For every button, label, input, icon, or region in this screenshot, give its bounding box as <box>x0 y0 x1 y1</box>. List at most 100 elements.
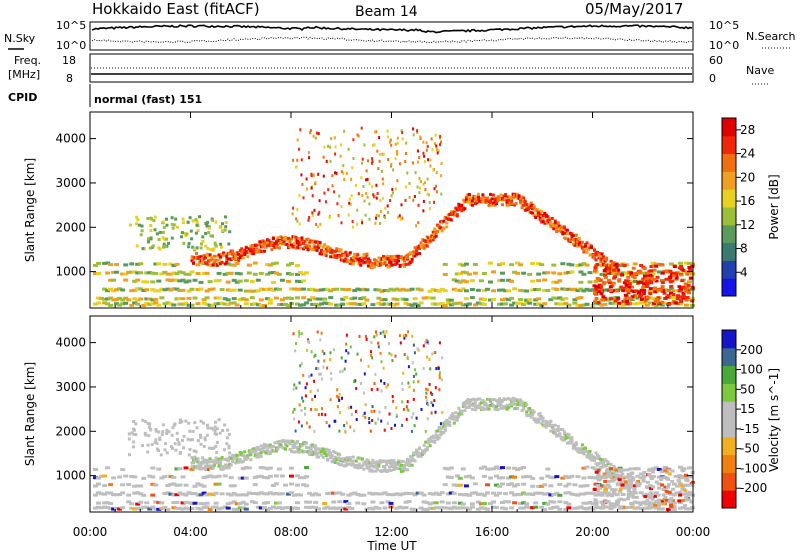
range-cell <box>628 491 633 495</box>
range-cell <box>279 474 285 478</box>
range-cell <box>551 271 557 275</box>
range-cell <box>457 272 463 276</box>
range-cell <box>126 270 132 274</box>
range-cell <box>346 493 352 497</box>
range-cell <box>129 303 135 307</box>
range-cell <box>493 407 497 411</box>
range-cell <box>428 207 431 211</box>
range-cell <box>325 505 331 509</box>
range-cell <box>530 493 536 496</box>
range-cell <box>537 209 541 213</box>
colorbar-tick-label: 4 <box>740 265 748 279</box>
range-cell <box>368 202 371 206</box>
range-cell <box>408 385 411 389</box>
range-cell <box>407 252 411 256</box>
range-cell <box>234 303 240 307</box>
range-cell <box>481 406 485 410</box>
range-cell <box>286 272 291 276</box>
range-cell <box>670 479 675 483</box>
range-cell <box>318 243 322 247</box>
range-cell <box>433 351 436 355</box>
range-cell <box>350 257 354 261</box>
range-cell <box>542 492 548 496</box>
range-cell <box>363 199 366 203</box>
range-cell <box>298 493 303 497</box>
range-cell <box>631 266 636 270</box>
range-cell <box>503 289 509 293</box>
range-cell <box>594 470 599 474</box>
range-cell <box>551 493 557 496</box>
range-cell <box>223 423 227 427</box>
range-cell <box>199 419 203 423</box>
range-cell <box>433 501 439 505</box>
range-cell <box>598 477 603 481</box>
range-cell <box>154 429 158 433</box>
range-cell <box>368 182 371 186</box>
range-cell <box>602 263 605 266</box>
range-cell <box>575 506 581 510</box>
range-cell <box>652 278 656 281</box>
range-cell <box>425 399 428 403</box>
range-cell <box>445 475 451 479</box>
range-cell <box>160 433 164 437</box>
range-cell <box>382 152 385 156</box>
range-cell <box>314 245 318 249</box>
range-cell <box>120 272 126 276</box>
range-cell <box>284 447 287 451</box>
range-cell <box>605 493 610 497</box>
range-cell <box>363 143 366 147</box>
range-cell <box>174 297 180 301</box>
range-cell <box>623 506 629 510</box>
range-cell <box>400 459 403 463</box>
range-cell <box>243 302 249 306</box>
range-cell <box>686 289 691 293</box>
range-cell <box>550 423 554 427</box>
range-cell <box>421 243 425 247</box>
range-cell <box>255 448 259 452</box>
range-cell <box>632 491 638 495</box>
range-cell <box>451 417 455 421</box>
range-cell <box>322 502 328 505</box>
range-cell <box>340 297 346 301</box>
range-cell <box>379 331 382 335</box>
range-cell <box>225 457 229 461</box>
range-cell <box>343 296 349 299</box>
range-cell <box>127 432 131 436</box>
range-cell <box>684 270 689 274</box>
range-cell <box>135 484 141 488</box>
range-cell <box>596 290 601 294</box>
range-cell <box>667 302 672 305</box>
range-cell <box>472 482 478 486</box>
range-cell <box>174 278 180 282</box>
range-cell <box>481 272 487 275</box>
range-cell <box>388 258 391 262</box>
range-cell <box>647 289 653 293</box>
range-cell <box>578 505 584 509</box>
range-cell <box>215 451 219 454</box>
range-cell <box>520 409 524 413</box>
range-cell <box>343 507 349 511</box>
range-cell <box>371 419 374 422</box>
range-cell <box>407 330 409 334</box>
range-cell <box>314 394 316 398</box>
range-cell <box>195 263 201 267</box>
range-cell <box>158 438 162 442</box>
range-cell <box>355 302 361 306</box>
range-cell <box>497 302 502 306</box>
range-cell <box>325 302 331 306</box>
range-cell <box>120 483 126 487</box>
range-cell <box>569 474 575 478</box>
range-cell <box>150 288 156 292</box>
range-cell <box>253 244 257 247</box>
range-cell <box>599 272 605 276</box>
range-cell <box>295 342 297 345</box>
range-cell <box>114 302 120 306</box>
range-cell <box>485 507 490 511</box>
range-cell <box>426 340 429 344</box>
range-cell <box>362 414 365 418</box>
range-cell <box>689 276 694 280</box>
range-cell <box>527 475 533 479</box>
range-cell <box>638 270 643 274</box>
range-cell <box>96 271 101 275</box>
